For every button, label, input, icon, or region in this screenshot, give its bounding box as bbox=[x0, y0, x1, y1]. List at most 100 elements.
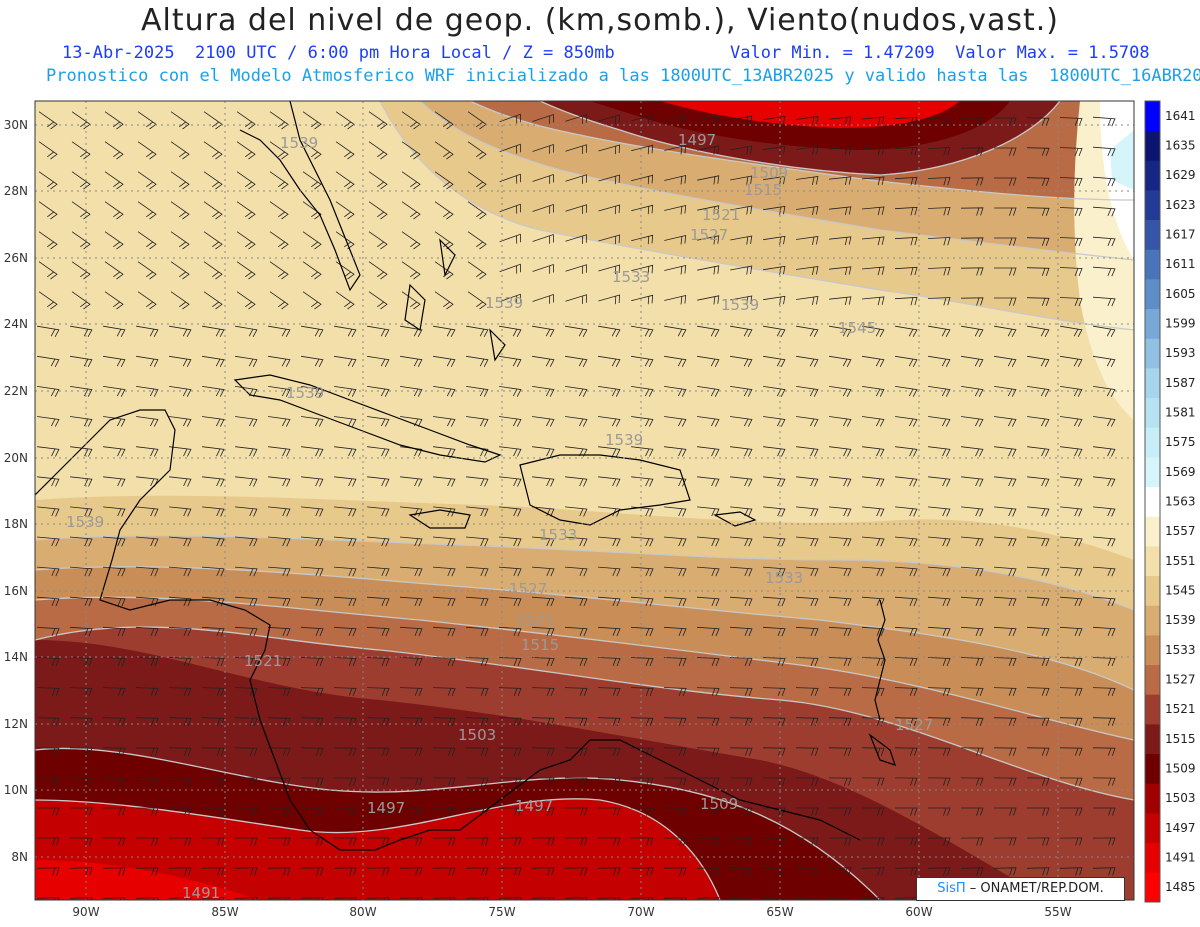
wind-barb bbox=[432, 747, 456, 756]
wind-barb bbox=[236, 231, 256, 250]
wind-barb bbox=[37, 325, 60, 337]
wind-barb bbox=[532, 416, 555, 427]
wind-barb bbox=[203, 141, 223, 160]
wind-barb bbox=[1026, 117, 1050, 126]
wind-barb bbox=[467, 201, 487, 220]
wind-barb bbox=[1092, 266, 1116, 277]
wind-barb bbox=[829, 116, 852, 126]
wind-barb bbox=[795, 626, 819, 637]
wind-barb bbox=[532, 506, 555, 517]
wind-barb bbox=[894, 687, 918, 697]
wind-barb bbox=[696, 626, 720, 637]
lon-label: 75W bbox=[488, 905, 515, 919]
wind-barb bbox=[829, 446, 852, 457]
contour-label: 1533 bbox=[612, 268, 650, 286]
wind-barb bbox=[498, 687, 522, 697]
wind-barb bbox=[36, 596, 60, 607]
colorbar-tick-label: 1515 bbox=[1165, 732, 1196, 746]
wind-barb bbox=[862, 506, 885, 517]
wind-barb bbox=[598, 234, 621, 245]
wind-barb bbox=[334, 325, 357, 337]
wind-barb bbox=[960, 147, 984, 156]
lat-label: 22N bbox=[4, 384, 28, 398]
wind-barb bbox=[994, 237, 1017, 246]
wind-barb bbox=[71, 261, 91, 280]
wind-barb bbox=[104, 201, 124, 220]
wind-barb bbox=[663, 747, 687, 756]
wind-barb bbox=[467, 291, 487, 310]
wind-barb bbox=[1092, 236, 1116, 247]
wind-barb bbox=[465, 747, 489, 756]
wind-barb bbox=[367, 325, 390, 337]
wind-barb bbox=[103, 386, 126, 397]
wind-barb bbox=[135, 777, 159, 786]
wind-barb bbox=[1026, 596, 1050, 607]
colorbar-tick-label: 1485 bbox=[1165, 880, 1196, 894]
wind-barb bbox=[269, 291, 289, 310]
wind-barb bbox=[366, 536, 390, 547]
wind-barb bbox=[432, 626, 456, 637]
wind-barb bbox=[1060, 476, 1083, 487]
wind-barb bbox=[796, 807, 819, 816]
wind-barb bbox=[400, 386, 423, 397]
wind-barb bbox=[466, 355, 489, 367]
wind-barb bbox=[598, 144, 621, 155]
wind-barb bbox=[38, 261, 58, 280]
wind-barb bbox=[630, 717, 654, 726]
wind-barb bbox=[697, 355, 720, 367]
wind-barb bbox=[664, 174, 687, 185]
wind-barb bbox=[367, 506, 390, 517]
wind-barb bbox=[630, 657, 654, 667]
wind-barb bbox=[762, 687, 786, 697]
wind-barb bbox=[532, 203, 554, 214]
wind-barb bbox=[828, 717, 852, 726]
wind-barb bbox=[630, 777, 654, 786]
wind-barb bbox=[861, 777, 885, 786]
wind-barb bbox=[928, 386, 951, 397]
wind-barb bbox=[201, 657, 225, 667]
wind-barb bbox=[994, 267, 1017, 276]
wind-barb bbox=[1093, 416, 1116, 427]
wind-barb bbox=[335, 201, 355, 220]
wind-barb bbox=[960, 536, 984, 547]
wind-barb bbox=[861, 596, 885, 607]
wind-barb bbox=[104, 141, 124, 160]
wind-barb bbox=[663, 687, 687, 697]
wind-barb bbox=[631, 204, 654, 215]
wind-barb bbox=[202, 355, 225, 367]
wind-barb bbox=[465, 867, 489, 876]
wind-barb bbox=[994, 177, 1017, 186]
wind-barb bbox=[994, 117, 1017, 126]
wind-barb bbox=[335, 291, 355, 310]
wind-barb bbox=[531, 566, 555, 577]
wind-barb bbox=[730, 265, 753, 275]
wind-barb bbox=[169, 325, 192, 337]
wind-barb bbox=[333, 747, 357, 756]
wind-barb bbox=[796, 386, 819, 397]
lat-label: 26N bbox=[4, 251, 28, 265]
wind-barb bbox=[961, 325, 984, 337]
wind-barb bbox=[597, 837, 621, 846]
wind-barb bbox=[796, 476, 819, 487]
wind-barb bbox=[961, 506, 984, 517]
wind-barb bbox=[697, 265, 720, 275]
wind-barb bbox=[433, 325, 456, 337]
wind-barb bbox=[498, 717, 522, 726]
wind-barb bbox=[300, 837, 324, 846]
wind-barb bbox=[895, 416, 918, 427]
colorbar-tick-label: 1623 bbox=[1165, 198, 1196, 212]
wind-barb bbox=[597, 657, 621, 667]
wind-barb bbox=[499, 355, 522, 367]
wind-barb bbox=[861, 566, 885, 577]
wind-barb bbox=[927, 777, 951, 786]
wind-barb bbox=[532, 325, 555, 337]
wind-barb bbox=[268, 416, 291, 427]
wind-barb bbox=[366, 687, 390, 697]
contour-label: 1497 bbox=[678, 131, 716, 149]
wind-barb bbox=[302, 291, 322, 310]
wind-barb bbox=[268, 807, 291, 816]
wind-barb bbox=[135, 717, 159, 726]
wind-barb bbox=[829, 236, 852, 246]
wind-barb bbox=[532, 807, 555, 816]
wind-barb bbox=[861, 897, 885, 900]
